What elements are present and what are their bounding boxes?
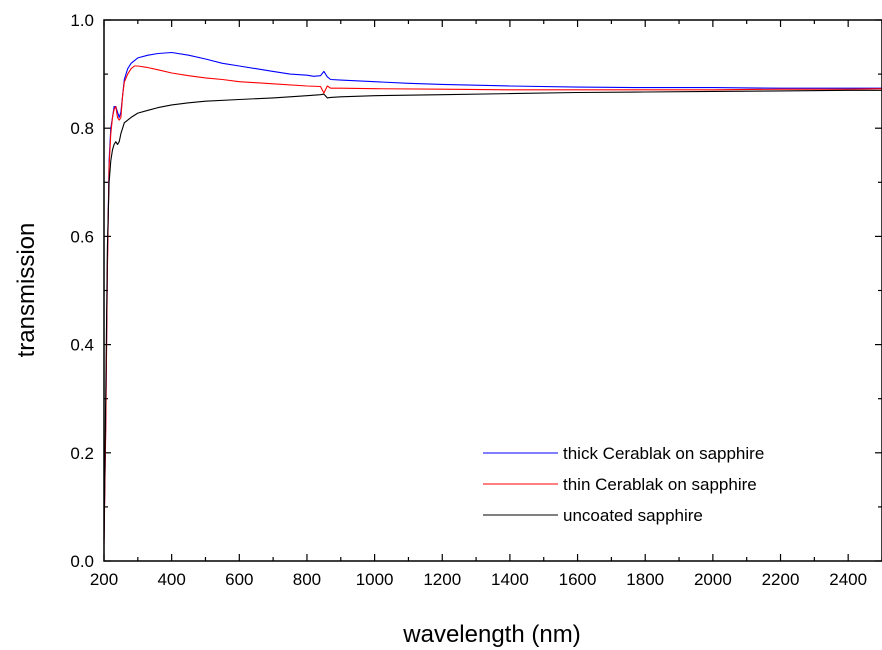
x-tick-labels: 200 400 600 800 1000 1200 1400 1600 1800 2000 2200… [90,570,867,589]
x-tick-label: 400 [157,570,185,589]
x-tick-label: 1200 [423,570,461,589]
x-tick-label: 2400 [829,570,867,589]
series-line-1 [103,65,882,545]
series-line-2 [103,89,882,540]
x-tick-label: 800 [293,570,321,589]
y-tick-label: 0.4 [70,336,94,355]
legend-label-thin: thin Cerablak on sapphire [563,475,757,494]
x-tick-label: 2000 [694,570,732,589]
x-tick-label: 600 [225,570,253,589]
y-tick-label: 0.8 [70,119,94,138]
y-tick-label: 0.6 [70,227,94,246]
legend: thick Cerablak on sapphire thin Cerablak… [483,444,764,525]
x-tick-label: 200 [90,570,118,589]
x-tick-label: 1600 [559,570,597,589]
y-axis-title: transmission [13,223,40,358]
legend-label-thick: thick Cerablak on sapphire [563,444,764,463]
x-axis-title: wavelength (nm) [402,621,580,648]
y-tick-labels: 0.0 0.2 0.4 0.6 0.8 1.0 [70,11,94,571]
y-tick-label: 0.0 [70,552,94,571]
x-tick-label: 2200 [762,570,800,589]
y-tick-label: 0.2 [70,444,94,463]
legend-label-uncoated: uncoated sapphire [563,506,703,525]
series-line-0 [103,51,882,540]
x-tick-label: 1000 [356,570,394,589]
y-tick-label: 1.0 [70,11,94,30]
plot-frame [103,19,882,562]
axis-ticks [103,19,882,562]
x-tick-label: 1800 [626,570,664,589]
series-lines [103,51,882,545]
x-tick-label: 1400 [491,570,529,589]
